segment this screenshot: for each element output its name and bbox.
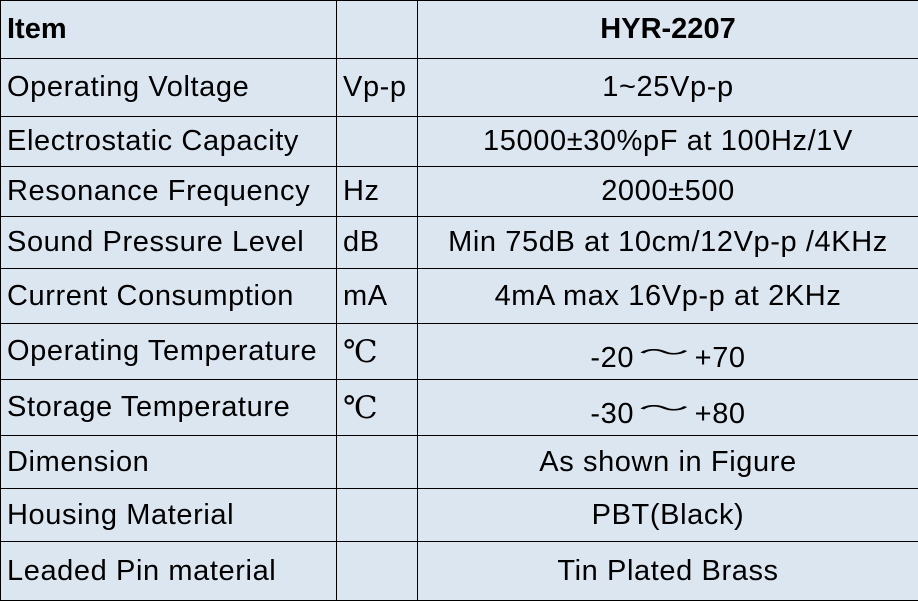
row-unit: ℃ <box>337 324 418 380</box>
row-item-label: Housing Material <box>1 489 337 542</box>
row-value: As shown in Figure <box>418 436 918 489</box>
celsius-unit: ℃ <box>343 390 378 426</box>
row-value: 4mA max 16Vp-p at 2KHz <box>418 269 918 324</box>
row-unit <box>337 117 418 167</box>
row-item-label: Operating Temperature <box>1 324 337 380</box>
row-item-label: Dimension <box>1 436 337 489</box>
table-row: Resonance Frequency Hz 2000±500 <box>1 167 918 217</box>
range-from: -20 <box>590 342 634 374</box>
row-value: Tin Plated Brass <box>418 542 918 601</box>
row-value: 2000±500 <box>418 167 918 217</box>
celsius-unit: ℃ <box>343 334 378 370</box>
row-item-label: Storage Temperature <box>1 380 337 436</box>
header-model-cell: HYR-2207 <box>418 1 918 59</box>
table-row: Electrostatic Capacity 15000±30%pF at 10… <box>1 117 918 167</box>
row-unit <box>337 489 418 542</box>
row-unit: mA <box>337 269 418 324</box>
table-row: Dimension As shown in Figure <box>1 436 918 489</box>
range-to: +70 <box>695 342 746 374</box>
table-header-row: Item HYR-2207 <box>1 1 918 59</box>
header-unit-cell <box>337 1 418 59</box>
row-unit <box>337 542 418 601</box>
row-item-label: Resonance Frequency <box>1 167 337 217</box>
row-item-label: Current Consumption <box>1 269 337 324</box>
range-tilde: ～ <box>638 393 690 421</box>
row-value: 15000±30%pF at 100Hz/1V <box>418 117 918 167</box>
header-item-cell: Item <box>1 1 337 59</box>
row-unit: ℃ <box>337 380 418 436</box>
table-row: Housing Material PBT(Black) <box>1 489 918 542</box>
range-to: +80 <box>695 398 746 430</box>
range-from: -30 <box>590 398 634 430</box>
row-value: 1~25Vp-p <box>418 59 918 117</box>
range-tilde: ～ <box>638 337 690 365</box>
row-unit: Vp-p <box>337 59 418 117</box>
row-item-label: Operating Voltage <box>1 59 337 117</box>
row-item-label: Leaded Pin material <box>1 542 337 601</box>
row-value: -20～+70 <box>418 324 918 380</box>
row-unit <box>337 436 418 489</box>
table-row: Storage Temperature ℃ -30～+80 <box>1 380 918 436</box>
row-value: -30～+80 <box>418 380 918 436</box>
row-unit: dB <box>337 217 418 269</box>
table-row: Leaded Pin material Tin Plated Brass <box>1 542 918 601</box>
row-item-label: Sound Pressure Level <box>1 217 337 269</box>
row-value: PBT(Black) <box>418 489 918 542</box>
row-unit: Hz <box>337 167 418 217</box>
table-row: Operating Temperature ℃ -20～+70 <box>1 324 918 380</box>
table-row: Sound Pressure Level dB Min 75dB at 10cm… <box>1 217 918 269</box>
table-row: Current Consumption mA 4mA max 16Vp-p at… <box>1 269 918 324</box>
row-item-label: Electrostatic Capacity <box>1 117 337 167</box>
row-value: Min 75dB at 10cm/12Vp-p /4KHz <box>418 217 918 269</box>
table-row: Operating Voltage Vp-p 1~25Vp-p <box>1 59 918 117</box>
